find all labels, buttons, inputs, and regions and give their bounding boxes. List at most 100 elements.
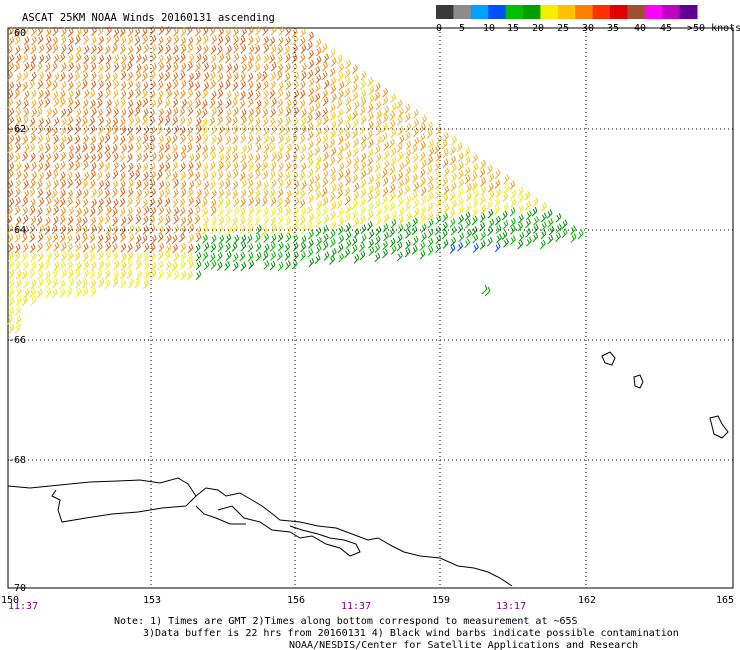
wind-barb <box>113 108 119 118</box>
wind-barb <box>217 242 224 253</box>
wind-barb <box>495 188 502 198</box>
wind-barb <box>427 228 434 239</box>
wind-barb <box>314 146 321 156</box>
wind-barb <box>7 206 13 216</box>
wind-barb <box>255 135 261 145</box>
wind-barb <box>89 124 96 135</box>
wind-barb <box>90 216 97 227</box>
wind-barb <box>375 172 381 182</box>
wind-barb <box>97 26 104 37</box>
wind-barb <box>165 153 171 164</box>
wind-barb <box>136 252 142 262</box>
wind-barb <box>112 125 119 135</box>
footnotes: Note: 1) Times are GMT 2)Times along bot… <box>114 616 679 650</box>
wind-barb <box>52 215 59 226</box>
wind-barb <box>44 53 51 64</box>
wind-barb <box>29 224 36 234</box>
wind-barb <box>495 224 502 234</box>
wind-barb <box>241 63 247 74</box>
wind-barb <box>240 44 247 54</box>
wind-barb <box>344 248 351 258</box>
wind-barb <box>561 219 568 229</box>
wind-barb <box>225 90 232 101</box>
wind-barb <box>360 97 367 108</box>
wind-barb <box>360 80 366 90</box>
wind-barb <box>352 118 359 129</box>
wind-barb <box>14 89 20 99</box>
wind-barb <box>352 74 359 84</box>
wind-barb <box>247 153 254 164</box>
wind-barb <box>14 232 21 243</box>
wind-barb <box>270 44 277 55</box>
wind-barb <box>285 179 292 189</box>
wind-barb <box>134 36 141 46</box>
wind-barb <box>224 242 231 253</box>
wind-barb <box>254 44 261 55</box>
wind-barb <box>344 122 351 133</box>
wind-barb <box>52 179 59 190</box>
wind-barb <box>59 160 66 171</box>
wind-barb <box>23 44 30 54</box>
wind-barb <box>209 161 216 171</box>
wind-barb <box>427 182 434 193</box>
wind-barb <box>157 44 164 55</box>
wind-barb <box>150 206 157 217</box>
wind-barb <box>127 27 134 37</box>
wind-barb <box>329 103 336 113</box>
wind-barb <box>120 278 126 289</box>
wind-barb <box>390 174 397 184</box>
wind-barb <box>98 80 104 91</box>
wind-barb <box>301 180 307 191</box>
wind-barb <box>37 134 44 145</box>
wind-barb <box>314 173 321 184</box>
wind-barb <box>285 80 292 91</box>
wind-barb <box>306 220 313 231</box>
wind-barb <box>291 27 298 38</box>
wind-barb <box>232 27 239 38</box>
wind-barb <box>179 70 186 81</box>
wind-barb <box>239 224 246 235</box>
wind-barb <box>8 306 15 317</box>
wind-barb <box>263 243 270 254</box>
wind-barb <box>315 55 322 66</box>
wind-barb <box>60 179 67 190</box>
wind-barb <box>435 152 442 162</box>
wind-barb <box>316 236 322 247</box>
wind-barb <box>150 261 157 272</box>
wind-barb <box>165 35 172 46</box>
wind-barb <box>487 226 493 237</box>
wind-barb <box>52 152 59 163</box>
wind-barb <box>179 116 186 126</box>
wind-barb <box>277 98 283 109</box>
wind-barb <box>38 261 44 272</box>
wind-barb <box>285 116 291 127</box>
wind-barb <box>173 124 180 135</box>
wind-barb <box>315 127 322 138</box>
wind-barb <box>352 173 359 184</box>
wind-barb <box>149 162 156 172</box>
wind-barb <box>405 221 411 232</box>
wind-barb <box>209 71 216 81</box>
wind-barb <box>8 323 15 334</box>
wind-barb <box>247 179 254 189</box>
wind-barb <box>322 196 329 207</box>
wind-barb <box>97 250 104 261</box>
wind-barb <box>412 109 419 119</box>
wind-barb <box>82 198 89 208</box>
wind-barb <box>111 207 118 218</box>
wind-barb <box>14 323 21 334</box>
wind-barb <box>120 54 127 65</box>
wind-barb <box>90 36 97 46</box>
wind-barb <box>397 251 403 262</box>
wind-barb <box>51 81 58 91</box>
wind-barb <box>480 204 487 215</box>
wind-barb <box>141 27 148 37</box>
wind-barb <box>119 180 126 190</box>
wind-barb <box>126 269 133 279</box>
wind-barb <box>195 160 202 171</box>
wind-barb <box>413 198 419 209</box>
wind-barb <box>436 135 442 145</box>
wind-barb <box>336 199 343 209</box>
wind-barb <box>52 43 59 54</box>
wind-barb <box>247 134 254 144</box>
